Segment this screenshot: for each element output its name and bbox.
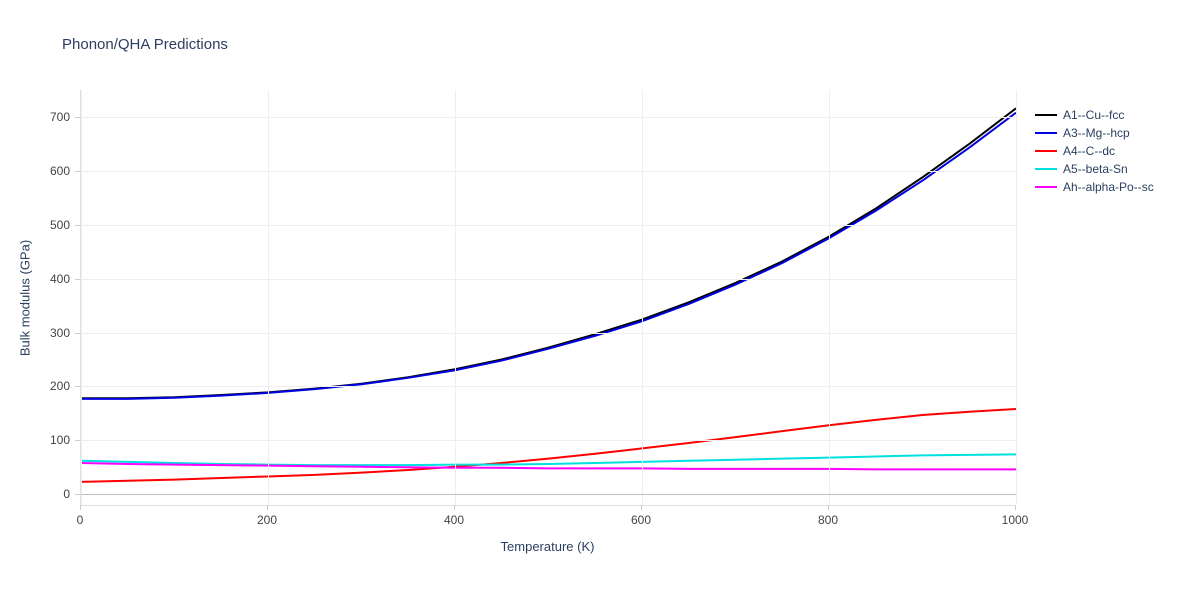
chart-lines — [81, 90, 1016, 505]
chart-title: Phonon/QHA Predictions — [62, 36, 228, 53]
xtick-label: 600 — [631, 513, 651, 527]
ytick-mark — [75, 440, 80, 441]
xtick-label: 400 — [444, 513, 464, 527]
ytick-label: 300 — [50, 326, 70, 340]
xtick-mark — [641, 505, 642, 510]
legend-label: A5--beta-Sn — [1063, 162, 1128, 176]
legend-item[interactable]: A5--beta-Sn — [1035, 162, 1154, 176]
ytick-mark — [75, 225, 80, 226]
legend-label: Ah--alpha-Po--sc — [1063, 180, 1154, 194]
legend: A1--Cu--fcc A3--Mg--hcp A4--C--dc A5--beta-… — [1035, 108, 1154, 198]
legend-label: A1--Cu--fcc — [1063, 108, 1124, 122]
xtick-mark — [1015, 505, 1016, 510]
gridline-v — [642, 90, 643, 505]
xtick-mark — [267, 505, 268, 510]
legend-label: A3--Mg--hcp — [1063, 126, 1130, 140]
series-line — [81, 454, 1016, 465]
legend-swatch — [1035, 168, 1057, 170]
ytick-label: 500 — [50, 218, 70, 232]
legend-swatch — [1035, 114, 1057, 116]
ytick-label: 600 — [50, 164, 70, 178]
gridline-v — [829, 90, 830, 505]
gridline-h — [81, 279, 1016, 280]
y-axis-label: Bulk modulus (GPa) — [18, 239, 33, 355]
gridline-v — [455, 90, 456, 505]
ytick-label: 0 — [63, 487, 70, 501]
gridline-v — [1016, 90, 1017, 505]
gridline-h — [81, 333, 1016, 334]
ytick-label: 700 — [50, 110, 70, 124]
ytick-label: 100 — [50, 433, 70, 447]
legend-item[interactable]: A3--Mg--hcp — [1035, 126, 1154, 140]
ytick-mark — [75, 386, 80, 387]
gridline-h — [81, 440, 1016, 441]
xtick-mark — [454, 505, 455, 510]
legend-item[interactable]: A1--Cu--fcc — [1035, 108, 1154, 122]
ytick-mark — [75, 117, 80, 118]
legend-item[interactable]: A4--C--dc — [1035, 144, 1154, 158]
chart-container: Phonon/QHA Predictions Temperature (K) B… — [0, 0, 1200, 600]
legend-swatch — [1035, 132, 1057, 134]
gridline-v — [268, 90, 269, 505]
x-axis-label: Temperature (K) — [501, 539, 595, 554]
legend-swatch — [1035, 150, 1057, 152]
legend-item[interactable]: Ah--alpha-Po--sc — [1035, 180, 1154, 194]
ytick-mark — [75, 494, 80, 495]
ytick-mark — [75, 333, 80, 334]
plot-area — [80, 90, 1016, 506]
legend-label: A4--C--dc — [1063, 144, 1115, 158]
ytick-mark — [75, 171, 80, 172]
xtick-label: 800 — [818, 513, 838, 527]
series-line — [81, 113, 1016, 399]
legend-swatch — [1035, 186, 1057, 188]
xtick-mark — [828, 505, 829, 510]
gridline-v — [81, 90, 82, 505]
gridline-h — [81, 225, 1016, 226]
xtick-mark — [80, 505, 81, 510]
xtick-label: 0 — [77, 513, 84, 527]
ytick-label: 400 — [50, 272, 70, 286]
ytick-label: 200 — [50, 379, 70, 393]
series-line — [81, 108, 1016, 398]
zero-line — [81, 494, 1016, 495]
xtick-label: 200 — [257, 513, 277, 527]
gridline-h — [81, 171, 1016, 172]
series-line — [81, 409, 1016, 482]
gridline-h — [81, 117, 1016, 118]
gridline-h — [81, 386, 1016, 387]
ytick-mark — [75, 279, 80, 280]
xtick-label: 1000 — [1002, 513, 1029, 527]
